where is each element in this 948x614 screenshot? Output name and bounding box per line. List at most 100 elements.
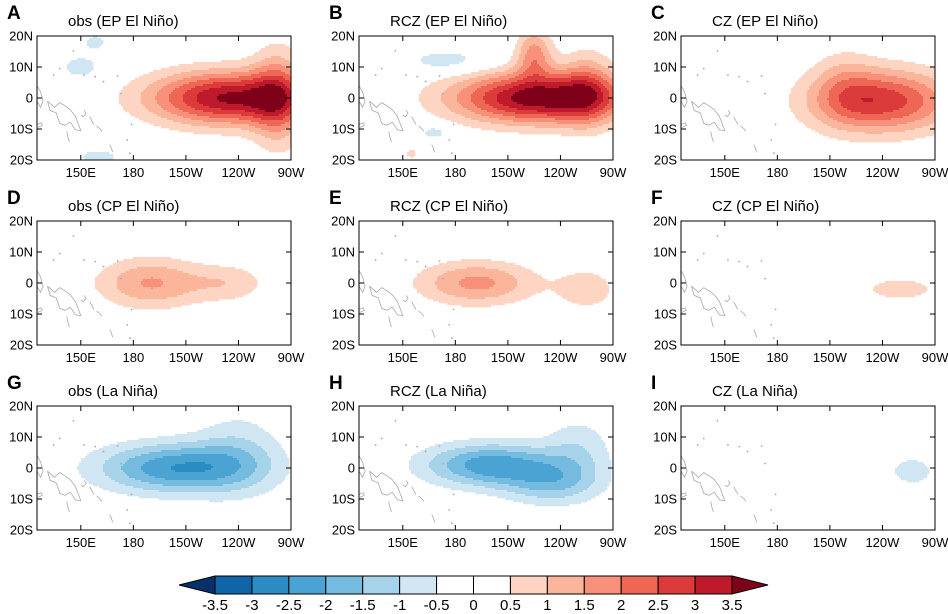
lon-tick-label: 120W [543,350,578,365]
lon-tick-label: 150E [710,165,741,180]
lat-tick-label: 10N [653,245,677,260]
lat-tick-label: 0 [26,276,33,291]
colorbar-swatch [399,575,438,595]
lat-tick-label: 20S [654,338,677,353]
lon-tick-label: 120W [543,535,578,550]
lon-tick-label: 120W [221,535,256,550]
lat-tick-label: 0 [26,461,33,476]
lon-tick-label: 150W [813,165,848,180]
panel-letter: E [329,188,342,209]
lat-tick-label: 0 [348,91,355,106]
panel-letter: F [651,188,663,209]
panel-title: CZ (CP El Niño) [712,198,819,215]
lat-tick-label: 10N [331,245,355,260]
colorbar-swatch [325,575,364,595]
colorbar-label: 2 [617,597,625,614]
lat-tick-label: 10S [654,492,677,507]
lon-tick-label: 150W [813,350,848,365]
lon-tick-label: 90W [278,535,305,550]
colorbar-swatch [473,575,511,595]
coastline [359,49,455,155]
colorbar-swatch [509,575,548,595]
lat-tick-label: 20S [10,338,33,353]
lat-tick-label: 20N [9,29,33,44]
colorbar-swatch [436,575,475,595]
colorbar-swatch [214,575,253,595]
coastline [681,419,777,525]
colorbar-swatch [362,575,401,595]
coastline [37,234,133,340]
lon-tick-label: 90W [600,350,627,365]
panel-D: 150E 180 150W 120W 90W 20N 10N 0 10S 20S D obs (CP … [7,188,305,365]
lon-tick-label: 180 [766,165,788,180]
colorbar-label: 0.5 [500,597,521,614]
lon-tick-label: 180 [766,535,788,550]
panel-letter: C [651,3,665,24]
lon-tick-label: 150E [388,350,419,365]
coastline [681,234,777,340]
colorbar-label: 0 [469,597,477,614]
lon-tick-label: 180 [122,535,144,550]
panel-title: CZ (La Niña) [712,383,798,400]
lon-tick-label: 150E [66,350,97,365]
lat-tick-label: 20N [9,399,33,414]
lon-tick-label: 180 [444,535,466,550]
colorbar-label: -3 [245,597,258,614]
lon-tick-label: 90W [278,165,305,180]
lat-tick-label: 10N [9,245,33,260]
lat-tick-label: 20S [332,153,355,168]
panel-title: RCZ (La Niña) [390,383,487,400]
lon-tick-label: 90W [922,165,948,180]
lon-tick-label: 150W [491,535,526,550]
lat-tick-label: 10N [9,430,33,445]
lat-tick-label: 10S [332,492,355,507]
lon-tick-label: 90W [278,350,305,365]
lat-tick-label: 0 [670,91,677,106]
lat-tick-label: 10N [9,60,33,75]
colorbar-label: -1.5 [350,597,376,614]
panel-title: RCZ (CP El Niño) [390,198,508,215]
colorbar-swatch [251,575,290,595]
lat-tick-label: 20N [331,214,355,229]
panel-letter: G [7,373,22,394]
lon-tick-label: 150E [66,535,97,550]
lat-tick-label: 10N [653,60,677,75]
lon-tick-label: 180 [122,350,144,365]
panel-title: CZ (EP El Niño) [712,13,818,30]
lat-tick-label: 10S [10,122,33,137]
colorbar-label: 3.5 [722,597,743,614]
anomaly-field [407,36,613,159]
lat-tick-label: 20N [331,399,355,414]
lon-tick-label: 150E [710,535,741,550]
colorbar-label: -1 [393,597,406,614]
colorbar-swatch [583,575,622,595]
lat-tick-label: 20S [332,523,355,538]
panel-letter: H [329,373,343,394]
coastline [37,49,133,155]
coastline [359,234,455,340]
lat-tick-label: 0 [348,276,355,291]
lat-tick-label: 10S [654,122,677,137]
lat-tick-label: 20S [10,523,33,538]
panel-G: 150E 180 150W 120W 90W 20N 10N 0 10S 20S G obs (La … [7,373,305,550]
lat-tick-label: 0 [670,461,677,476]
colorbar-label: -2.5 [276,597,302,614]
lat-tick-label: 20N [653,214,677,229]
lat-tick-label: 20N [9,214,33,229]
lat-tick-label: 0 [670,276,677,291]
lat-tick-label: 10S [332,122,355,137]
lat-tick-label: 10N [331,60,355,75]
lat-tick-label: 0 [348,461,355,476]
lat-tick-label: 10N [331,430,355,445]
colorbar-swatch [288,575,327,595]
anomaly-field [413,259,610,308]
lon-tick-label: 180 [444,165,466,180]
lon-tick-label: 150W [491,350,526,365]
lat-tick-label: 10N [653,430,677,445]
colorbar-swatch [731,575,769,595]
lat-tick-label: 20N [653,29,677,44]
lon-tick-label: 180 [766,350,788,365]
colorbar-swatch [657,575,696,595]
anomaly-field [409,426,612,507]
